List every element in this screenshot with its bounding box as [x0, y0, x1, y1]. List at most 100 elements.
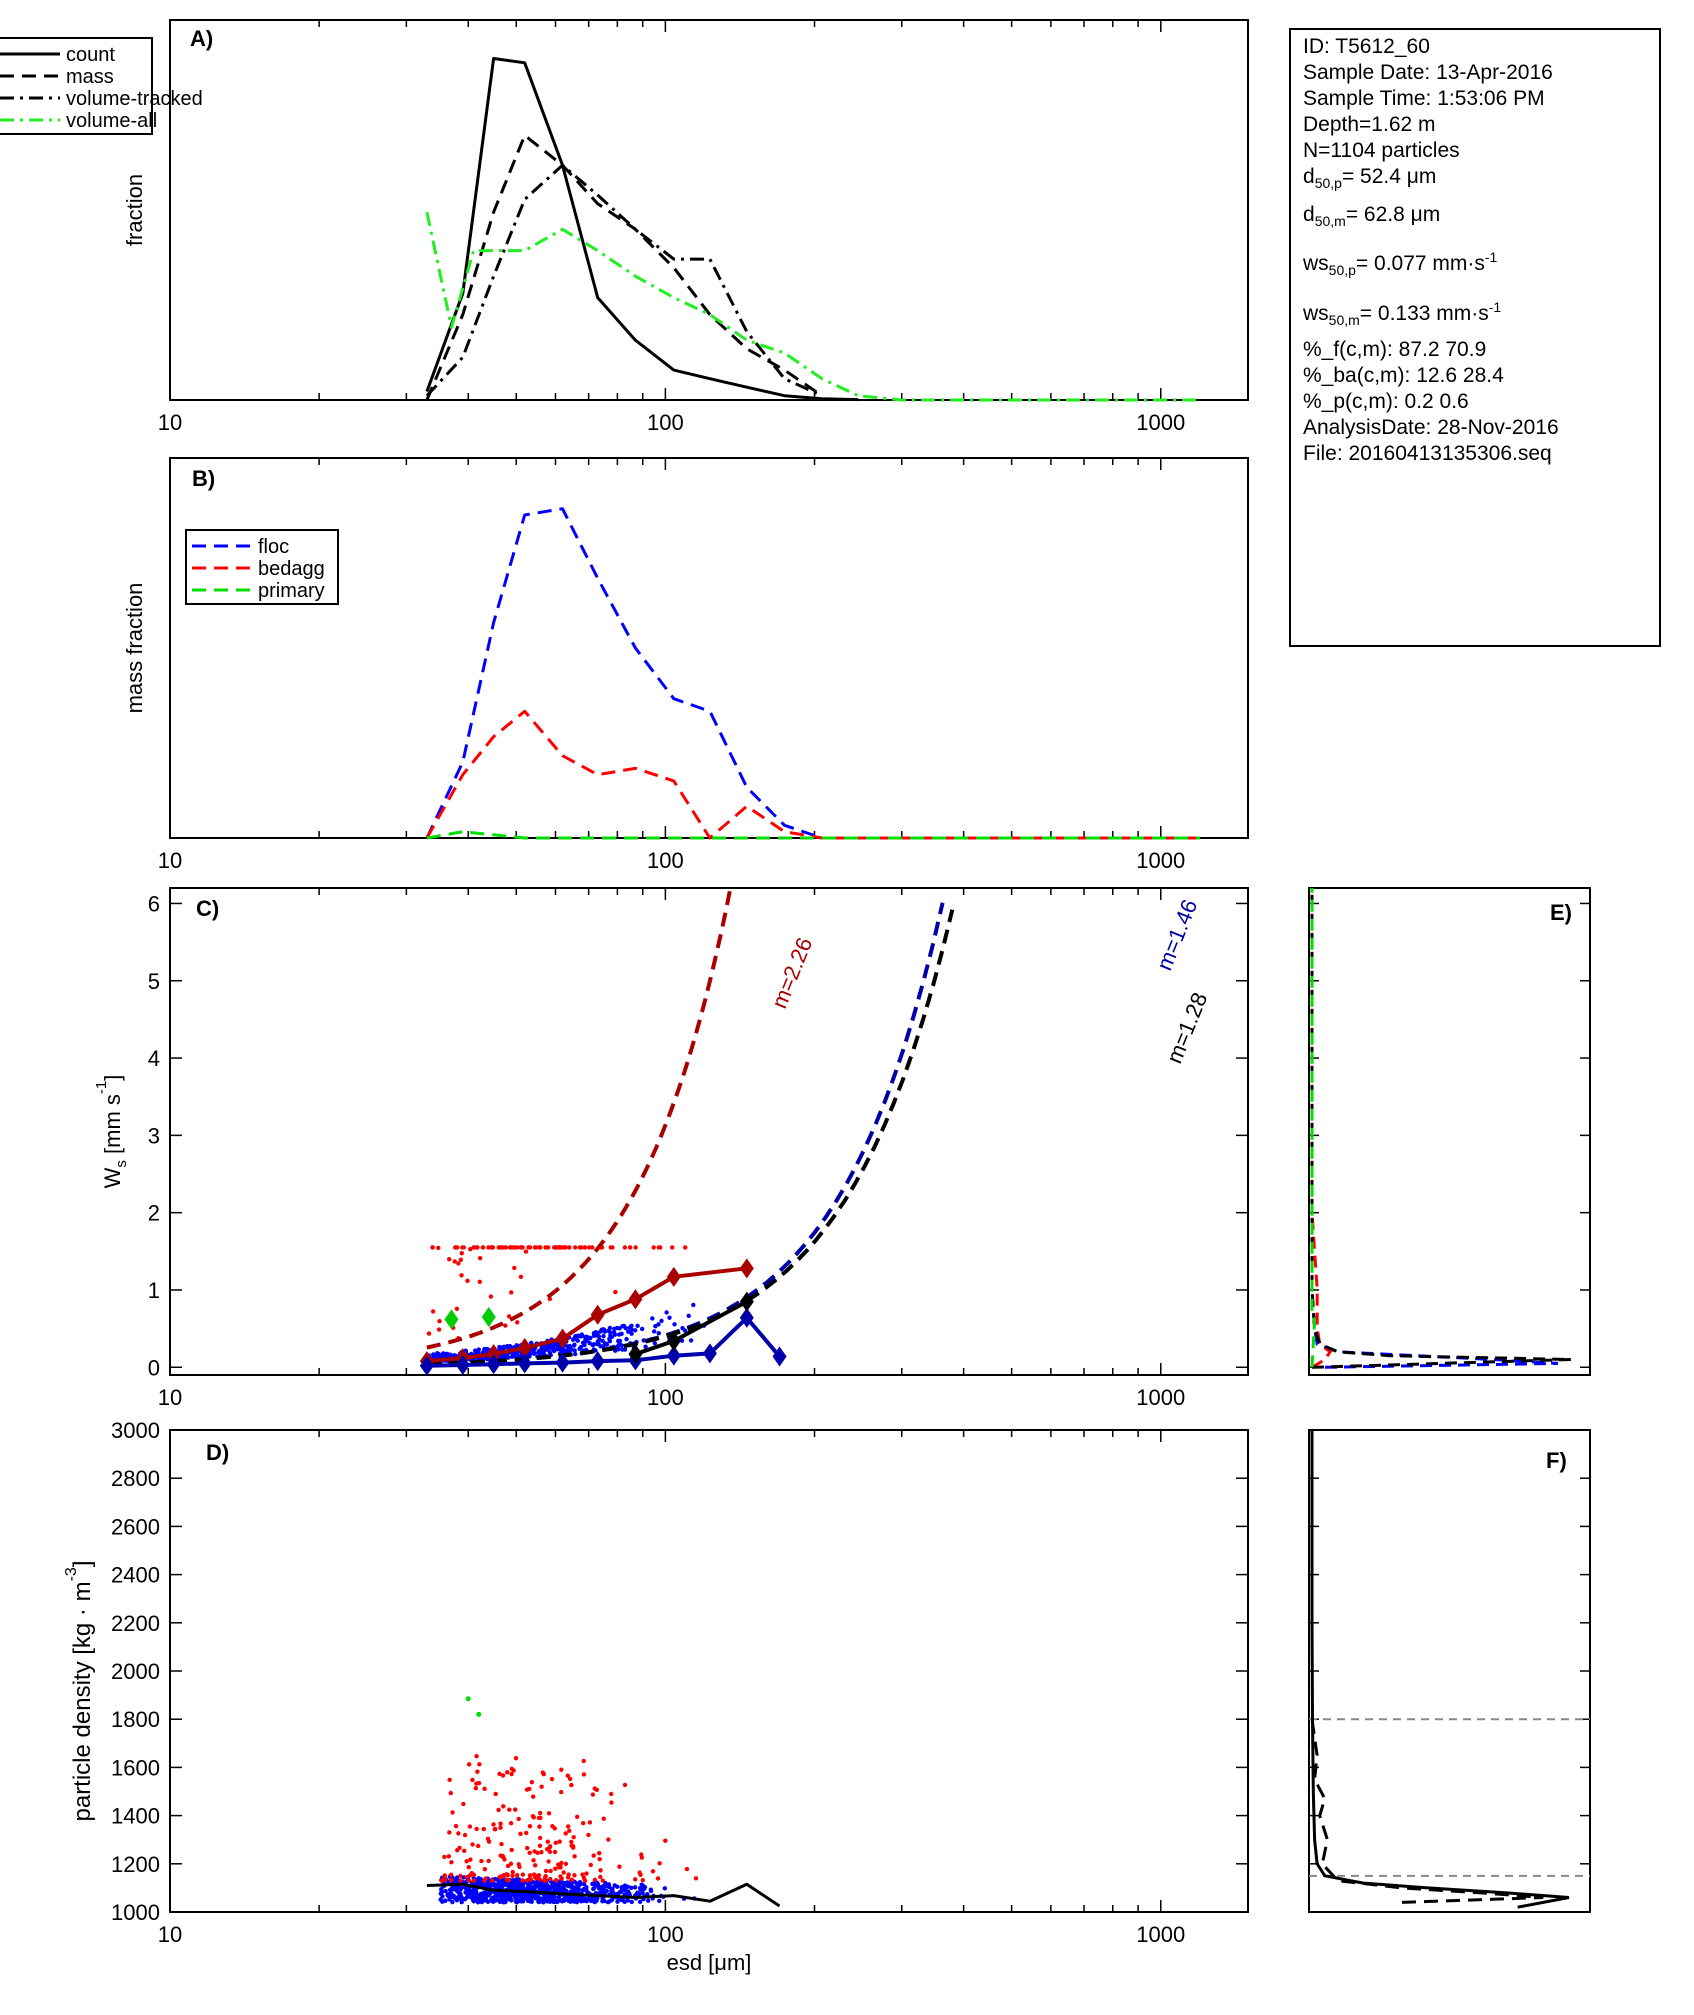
panel-d-floc-point [640, 1890, 645, 1896]
panel-d-bedagg-point [498, 1825, 503, 1830]
panel-c-binned-marker-floc [590, 1351, 605, 1372]
panel-c-binned-marker-all [739, 1291, 754, 1312]
panel-c-floc-point [539, 1347, 544, 1353]
panel-c-bedagg-point [459, 1251, 464, 1256]
panel-b-panel-label: B) [192, 466, 215, 491]
panel-a: 10 100 1000 A) fraction countmassvolume-track… [0, 19, 1249, 435]
panel-d-ytick-label: 2000 [111, 1659, 160, 1684]
panel-c-floc-point [570, 1337, 576, 1342]
panel-b-xtick-label: 100 [647, 848, 684, 873]
panel-d-bedagg-point [650, 1869, 656, 1874]
panel-d-floc-point [500, 1883, 505, 1888]
panel-d-floc-point [550, 1898, 555, 1903]
panel-d-bedagg-point [466, 1878, 472, 1883]
panel-c: 10 100 1000 0 1 2 3 4 5 6 m=2.26 m=1.46 m=1.28 C) Ws [… [93, 887, 1249, 1410]
panel-d-bedagg-point [566, 1824, 571, 1829]
panel-d-bedagg-point [534, 1873, 539, 1879]
panel-d-bedagg-point [572, 1854, 577, 1859]
panel-d-bedagg-point [500, 1873, 506, 1879]
panel-c-bedagg-point [447, 1257, 452, 1262]
panel-d-bedagg-point [469, 1871, 475, 1876]
panel-d-bedagg-point [475, 1769, 480, 1774]
panel-c-floc-point [566, 1346, 571, 1351]
panel-d-floc-point [629, 1899, 634, 1905]
panel-d-bedagg-point [569, 1843, 574, 1848]
panel-d-bedagg-point [493, 1791, 498, 1797]
panel-c-floc-point [641, 1338, 646, 1343]
panel-c-bedagg-point [468, 1246, 473, 1252]
panel-d-xlabel: esd [μm] [667, 1950, 752, 1975]
panel-d-bedagg-point [587, 1820, 593, 1825]
panel-d-bedagg-point [598, 1868, 603, 1873]
panel-a-legend-label: volume-all [66, 110, 157, 132]
panel-d-bedagg-point [448, 1877, 454, 1883]
panel-c-panel-label: C) [196, 896, 219, 921]
panel-c-bedagg-point [633, 1245, 638, 1250]
panel-d-bedagg-point [532, 1863, 538, 1868]
panel-d-bedagg-point [569, 1782, 574, 1788]
panel-b-line-floc [425, 507, 1200, 840]
panel-d-bedagg-point [606, 1837, 611, 1842]
panel-d-floc-point [456, 1890, 461, 1895]
panel-d-floc-point [499, 1892, 505, 1897]
panel-c-bedagg-point [519, 1245, 524, 1250]
panel-d-bedagg-point [597, 1856, 602, 1862]
panel-c-floc-point [682, 1328, 688, 1333]
panel-d-floc-point [447, 1887, 453, 1893]
panel-c-bedagg-point [573, 1245, 578, 1250]
panel-d-ytick-label: 2400 [111, 1563, 160, 1588]
panel-d-floc-point [568, 1889, 574, 1894]
panel-d-bedagg-point [597, 1851, 602, 1856]
panel-c-floc-point [431, 1352, 436, 1357]
panel-d-bedagg-point [464, 1859, 469, 1864]
panel-c-ytick-label: 4 [148, 1046, 160, 1071]
panel-d-floc-point [520, 1897, 526, 1902]
panel-d-bedagg-point [464, 1874, 470, 1880]
panel-d-floc-point [530, 1885, 536, 1890]
panel-c-ytick-label: 0 [148, 1355, 160, 1380]
panel-d-floc-point [595, 1883, 601, 1888]
panel-d-floc-point [632, 1885, 638, 1890]
panel-c-binned-marker-floc [772, 1346, 787, 1367]
panel-d-bedagg-point [580, 1872, 585, 1877]
panel-c-floc-point [572, 1342, 577, 1347]
panel-c-axes-box [169, 887, 1249, 1376]
panel-c-floc-point [445, 1351, 450, 1357]
panel-d-floc-point [576, 1895, 582, 1900]
panel-c-binned-marker-bedagg [486, 1344, 501, 1365]
panel-d-scatter [438, 1696, 699, 1905]
panel-c-bedagg-point [515, 1320, 520, 1325]
panel-c-bedagg-point [503, 1323, 508, 1328]
panel-d-bedagg-point [482, 1786, 487, 1792]
panel-c-binned-marker-floc [455, 1354, 470, 1375]
panel-c-floc-point [597, 1337, 602, 1342]
panel-d-bedagg-point [467, 1824, 473, 1829]
panel-d-bedagg-point [639, 1855, 644, 1860]
panel-d-bedagg-point [556, 1862, 561, 1867]
panel-a-legend-label: count [66, 44, 115, 66]
panel-c-floc-point [595, 1331, 600, 1337]
panel-d-floc-point [562, 1881, 567, 1886]
panel-a-panel-label: A) [190, 26, 213, 51]
panel-c-floc-point [691, 1302, 696, 1308]
panel-d-floc-point [459, 1899, 464, 1905]
panel-d-floc-point [514, 1896, 520, 1902]
panel-d-bedagg-point [591, 1853, 596, 1858]
panel-d-floc-point [446, 1893, 451, 1899]
panel-d-bedagg-point [516, 1816, 521, 1822]
panel-d-bedagg-point [532, 1849, 537, 1854]
panel-c-ytick-label: 1 [148, 1278, 160, 1303]
panel-d-bedagg-point [567, 1828, 572, 1834]
panel-c-floc-point [532, 1351, 537, 1356]
panel-b-xtick-label: 1000 [1136, 848, 1185, 873]
panel-c-bedagg-point [627, 1245, 633, 1250]
panel-c-floc-point [595, 1341, 600, 1347]
panel-c-bedagg-point [452, 1259, 457, 1264]
panel-c-bedagg-point [670, 1245, 675, 1250]
panel-d-bedagg-point [572, 1873, 577, 1878]
panel-c-binned-marker-bedagg [590, 1304, 605, 1325]
panel-c-floc-point [686, 1313, 691, 1318]
panel-d-bedagg-point [557, 1839, 562, 1844]
panel-c-binned-line-bedagg [426, 1266, 748, 1364]
